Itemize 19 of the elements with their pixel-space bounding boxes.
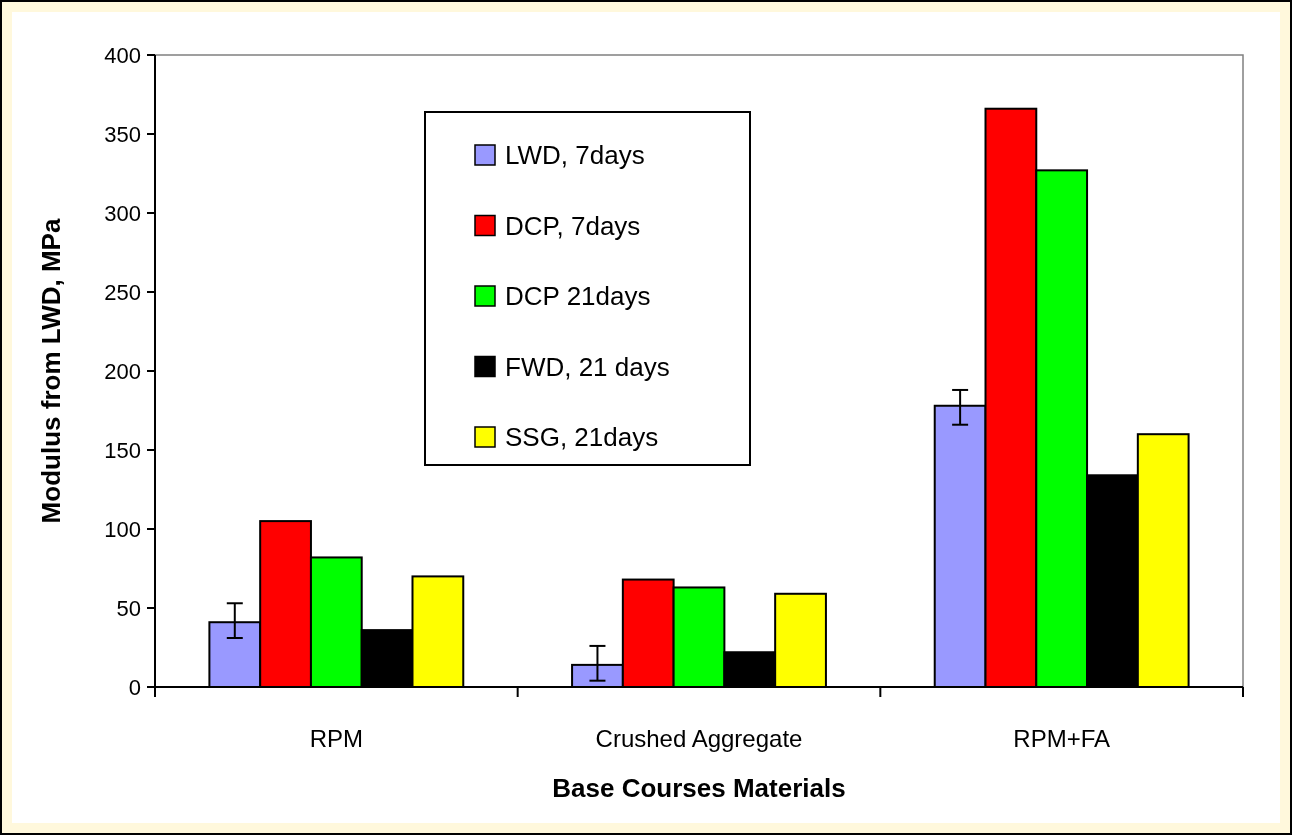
legend-label: FWD, 21 days bbox=[505, 351, 670, 382]
x-tick-label: RPM+FA bbox=[1013, 725, 1111, 752]
x-tick-label: RPM bbox=[309, 725, 364, 752]
y-tick-label: 400 bbox=[104, 42, 141, 68]
legend-label: DCP 21days bbox=[505, 281, 651, 312]
y-tick-label: 350 bbox=[104, 121, 141, 147]
y-tick-label: 100 bbox=[104, 516, 141, 542]
y-tick-label: 0 bbox=[128, 674, 141, 700]
legend-label: LWD, 7days bbox=[505, 140, 645, 171]
x-tick-label: Crushed Aggregate bbox=[595, 725, 803, 752]
y-tick-label: 50 bbox=[116, 595, 141, 621]
y-tick-label: 200 bbox=[104, 358, 141, 384]
y-tick-label: 250 bbox=[104, 279, 141, 305]
legend-label: DCP, 7days bbox=[505, 210, 641, 241]
legend-label: SSG, 21days bbox=[505, 422, 659, 453]
x-axis-title: Base Courses Materials bbox=[552, 773, 846, 803]
y-tick-label: 300 bbox=[104, 200, 141, 226]
y-tick-label: 150 bbox=[104, 437, 141, 463]
y-axis-title: Modulus from LWD, MPa bbox=[36, 218, 66, 524]
